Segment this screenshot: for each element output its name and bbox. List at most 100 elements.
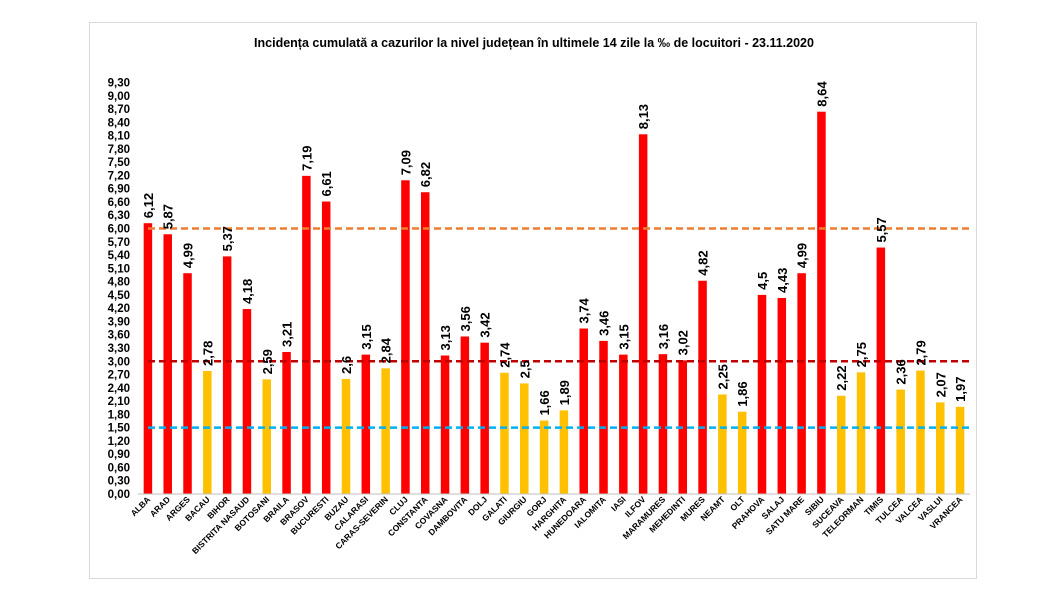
- bar: [936, 402, 945, 494]
- y-tick-label: 0,60: [108, 462, 130, 474]
- y-tick-label: 4,80: [108, 277, 130, 289]
- chart-title: Incidența cumulată a cazurilor la nivel …: [254, 36, 814, 50]
- data-label: 2,79: [913, 340, 928, 365]
- y-tick-label: 5,10: [108, 263, 130, 275]
- y-tick-label: 5,70: [108, 237, 130, 249]
- data-label: 3,15: [359, 324, 374, 349]
- bar: [955, 406, 965, 494]
- data-label: 3,13: [438, 325, 453, 350]
- y-tick-label: 3,90: [108, 316, 130, 328]
- bar: [797, 273, 806, 494]
- bar: [420, 192, 430, 494]
- bar: [302, 175, 311, 495]
- bar: [203, 370, 212, 494]
- y-tick-label: 0,90: [108, 449, 130, 461]
- data-label: 4,18: [240, 279, 255, 304]
- bar: [321, 201, 331, 494]
- bar: [579, 328, 588, 494]
- y-tick-label: 8,10: [108, 131, 130, 143]
- data-label: 8,13: [636, 104, 651, 129]
- data-label: 4,43: [775, 268, 790, 293]
- data-label: 2,74: [497, 342, 512, 368]
- data-label: 1,97: [953, 377, 968, 402]
- bars: [143, 111, 965, 495]
- bar: [757, 294, 767, 494]
- data-label: 2,78: [200, 341, 215, 366]
- bar: [539, 420, 549, 494]
- data-label: 3,46: [597, 311, 612, 336]
- data-label: 3,56: [458, 306, 473, 331]
- chart-frame: Incidența cumulată a cazurilor la nivel …: [89, 22, 977, 579]
- data-label: 2,25: [715, 364, 730, 389]
- bar: [777, 297, 787, 494]
- data-label: 4,99: [181, 243, 196, 268]
- y-tick-label: 8,70: [108, 104, 130, 116]
- data-label: 2,75: [854, 342, 869, 367]
- y-tick-label: 4,50: [108, 290, 130, 302]
- y-tick-label: 2,70: [108, 370, 130, 382]
- data-label: 5,57: [874, 217, 889, 242]
- bar: [500, 372, 509, 494]
- data-label: 2,36: [894, 359, 909, 384]
- data-label: 6,61: [319, 171, 334, 196]
- bar: [737, 411, 747, 494]
- y-tick-label: 2,10: [108, 396, 130, 408]
- data-labels: 6,12 5,87 4,99 2,78 5,37 4,18 2,59 3,21 7,19 6,61…: [141, 81, 968, 416]
- bar: [876, 247, 886, 494]
- data-label: 3,42: [478, 312, 493, 337]
- bar: [222, 256, 232, 494]
- bar-chart: Incidența cumulată a cazurilor la nivel …: [108, 36, 970, 556]
- data-label: 7,19: [299, 146, 314, 171]
- data-label: 4,82: [696, 250, 711, 275]
- bar: [460, 336, 470, 494]
- y-tick-label: 7,50: [108, 157, 130, 169]
- data-label: 3,16: [656, 324, 671, 349]
- bar: [658, 354, 668, 494]
- bar: [183, 273, 192, 494]
- data-label: 5,37: [220, 226, 235, 251]
- y-tick-label: 3,30: [108, 343, 130, 355]
- bar: [698, 280, 707, 494]
- x-tick-label: ALBA: [129, 494, 153, 518]
- y-tick-label: 9,30: [108, 78, 130, 90]
- bar: [817, 111, 826, 495]
- y-tick-label: 3,60: [108, 330, 130, 342]
- data-label: 3,02: [676, 330, 691, 355]
- data-label: 2,22: [834, 365, 849, 390]
- bar: [262, 379, 272, 494]
- data-label: 1,66: [537, 390, 552, 415]
- bar: [282, 351, 291, 494]
- bar: [480, 342, 489, 494]
- bar: [440, 355, 450, 494]
- data-label: 3,74: [577, 297, 592, 323]
- data-label: 1,86: [735, 381, 750, 406]
- bar: [856, 372, 866, 494]
- y-tick-label: 7,20: [108, 170, 130, 182]
- y-tick-label: 6,60: [108, 197, 130, 209]
- bar: [896, 389, 905, 494]
- y-tick-label: 5,40: [108, 250, 130, 262]
- y-tick-label: 1,80: [108, 409, 130, 421]
- data-label: 2,5: [517, 360, 532, 378]
- y-tick-label: 1,50: [108, 423, 130, 435]
- data-label: 2,59: [260, 349, 275, 374]
- bar: [836, 395, 846, 494]
- y-tick-label: 0,30: [108, 476, 130, 488]
- y-tick-label: 0,00: [108, 489, 130, 501]
- data-label: 2,6: [339, 356, 354, 374]
- bar: [401, 180, 410, 494]
- bar: [341, 378, 351, 494]
- bar: [559, 410, 569, 494]
- y-tick-label: 3,00: [108, 356, 130, 368]
- bar: [143, 223, 153, 494]
- data-label: 7,09: [398, 150, 413, 175]
- data-label: 3,15: [616, 324, 631, 349]
- data-label: 8,64: [814, 81, 829, 107]
- data-label: 2,84: [379, 337, 394, 363]
- y-axis: 0,000,30 0,600,901,201,50 1,802,102,402,70…: [108, 78, 130, 502]
- bar: [638, 134, 648, 494]
- data-label: 5,87: [161, 204, 176, 229]
- reference-lines: [148, 227, 970, 429]
- bar: [916, 370, 925, 494]
- bar: [381, 368, 390, 494]
